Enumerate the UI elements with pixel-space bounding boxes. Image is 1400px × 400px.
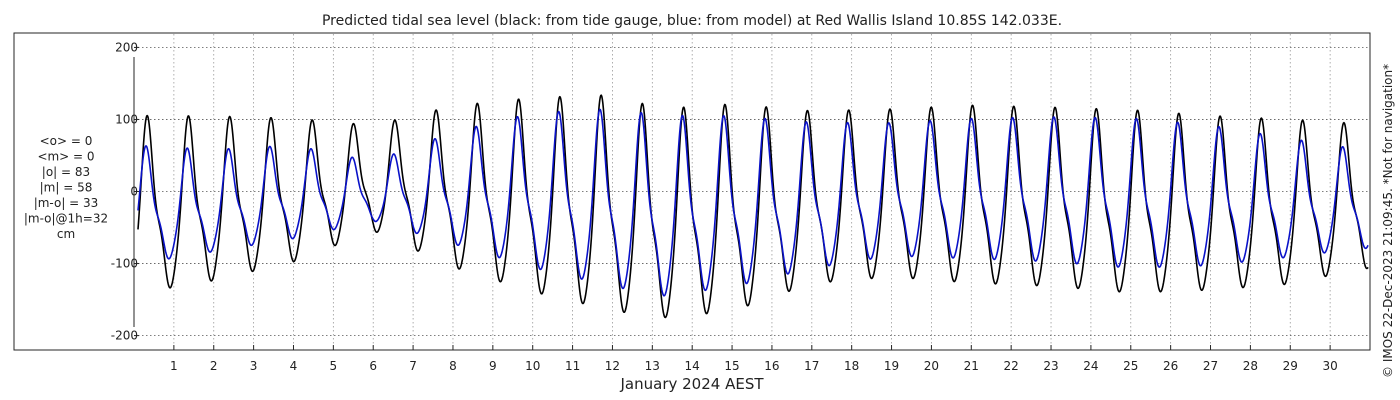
x-tick-label: 18	[844, 359, 859, 373]
credit-text: © IMOS 22-Dec-2023 21:09:45. *Not for na…	[1381, 64, 1395, 378]
y-tick-label: 200	[115, 40, 138, 54]
x-tick-label: 19	[884, 359, 899, 373]
x-tick-label: 22	[1004, 359, 1019, 373]
x-tick-label: 20	[924, 359, 939, 373]
stat-line: cm	[57, 227, 75, 241]
x-tick-label: 6	[369, 359, 377, 373]
stat-line: |m-o| = 33	[34, 196, 99, 210]
stat-line: |m| = 58	[40, 181, 93, 195]
x-tick-label: 2	[210, 359, 218, 373]
y-tick-label: 100	[115, 112, 138, 126]
y-tick-label: -200	[111, 329, 138, 343]
x-tick-label: 1	[170, 359, 178, 373]
x-tick-label: 12	[605, 359, 620, 373]
x-tick-labels: 1 2 3 4 5 6 7 8 9 10 11 12 13 14 15 16 17 18 19 20 21 22 23 24 2…	[170, 359, 1338, 373]
x-tick-label: 9	[489, 359, 497, 373]
x-tick-label: 7	[409, 359, 417, 373]
y-tick-label: 0	[130, 185, 138, 199]
stat-line: |m-o|@1h=32	[24, 212, 108, 226]
x-tick-label: 11	[565, 359, 580, 373]
x-tick-label: 3	[250, 359, 258, 373]
x-axis-label: January 2024 AEST	[620, 375, 765, 393]
x-tick-label: 4	[290, 359, 298, 373]
x-tick-label: 25	[1123, 359, 1138, 373]
stat-line: <o> = 0	[40, 134, 93, 148]
x-tick-label: 10	[525, 359, 540, 373]
stats-block: <o> = 0 <m> = 0|o| = 83 |m| = 58|m-o| = 33…	[24, 134, 108, 241]
x-tick-label: 5	[330, 359, 338, 373]
x-tick-label: 17	[804, 359, 819, 373]
stat-line: <m> = 0	[37, 150, 94, 164]
x-tick-label: 30	[1322, 359, 1337, 373]
x-tick-label: 21	[964, 359, 979, 373]
x-tick-label: 8	[449, 359, 457, 373]
x-tick-label: 23	[1043, 359, 1058, 373]
x-tick-label: 27	[1203, 359, 1218, 373]
y-tick-labels: -200 -100 0 100 200	[111, 40, 138, 342]
x-tick-label: 15	[724, 359, 739, 373]
x-tick-label: 16	[764, 359, 779, 373]
x-tick-label: 14	[685, 359, 700, 373]
series-lines	[137, 94, 1369, 319]
x-tick-label: 13	[645, 359, 660, 373]
y-tick-label: -100	[111, 257, 138, 271]
model-series-line	[137, 108, 1369, 297]
chart-title: Predicted tidal sea level (black: from t…	[322, 13, 1062, 29]
x-tick-label: 24	[1083, 359, 1098, 373]
x-tick-label: 26	[1163, 359, 1178, 373]
grid-lines	[134, 34, 1369, 350]
x-tick-label: 29	[1283, 359, 1298, 373]
x-tick-label: 28	[1243, 359, 1258, 373]
observed-series-line	[137, 94, 1369, 319]
stat-line: |o| = 83	[42, 165, 90, 179]
